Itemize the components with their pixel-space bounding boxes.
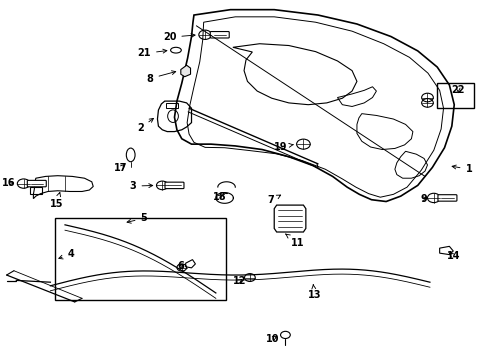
Text: 21: 21: [137, 48, 166, 58]
Text: 2: 2: [137, 118, 153, 133]
Text: 8: 8: [146, 71, 175, 84]
Text: 4: 4: [59, 249, 74, 259]
Text: 12: 12: [232, 276, 245, 286]
FancyBboxPatch shape: [210, 32, 229, 38]
FancyBboxPatch shape: [27, 180, 46, 187]
Text: 1: 1: [451, 164, 471, 174]
Text: 7: 7: [267, 195, 280, 206]
Text: 18: 18: [212, 192, 226, 202]
Text: 14: 14: [446, 251, 459, 261]
Text: 13: 13: [307, 285, 321, 301]
Text: 9: 9: [419, 194, 426, 204]
Text: 15: 15: [49, 193, 63, 209]
Text: 5: 5: [127, 213, 147, 223]
Text: 17: 17: [114, 163, 127, 173]
Text: 22: 22: [450, 85, 464, 95]
Text: 16: 16: [2, 178, 16, 188]
Text: 3: 3: [129, 181, 152, 191]
Text: 20: 20: [163, 32, 195, 42]
Text: 19: 19: [273, 141, 292, 152]
Polygon shape: [181, 65, 190, 77]
FancyBboxPatch shape: [437, 195, 456, 201]
Text: 6: 6: [177, 261, 184, 271]
Text: 10: 10: [265, 333, 279, 343]
FancyBboxPatch shape: [164, 182, 183, 189]
Text: 11: 11: [285, 234, 304, 248]
